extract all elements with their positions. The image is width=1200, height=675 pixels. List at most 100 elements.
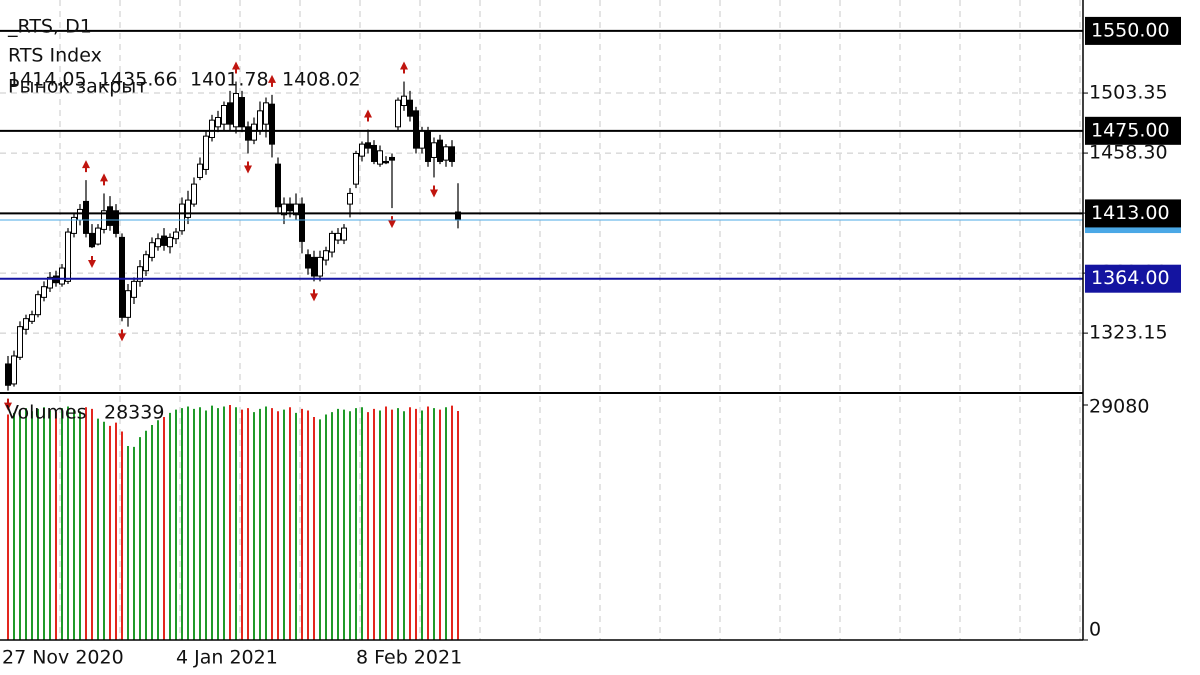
candle-body — [131, 280, 137, 298]
level-label-box — [1085, 264, 1181, 293]
candle-body — [149, 242, 155, 258]
fractal-down — [430, 185, 438, 198]
volume-title: Volumes — [6, 402, 87, 424]
level-label: 1413.00 — [1091, 202, 1170, 224]
candle-body — [311, 256, 317, 277]
candle-body — [209, 119, 215, 138]
candle-body — [137, 266, 143, 282]
candle-body — [221, 105, 227, 125]
candle-body — [239, 97, 245, 128]
candle-body — [407, 99, 413, 117]
candle-body — [47, 276, 53, 289]
candle-body — [449, 146, 455, 162]
candle-body — [23, 318, 29, 330]
candle-body — [419, 130, 425, 149]
fractal-down — [310, 289, 318, 302]
candle-body — [83, 200, 89, 234]
candle-body — [305, 254, 311, 269]
fractal-up — [364, 109, 372, 122]
candle-body — [329, 232, 335, 253]
fractal-up — [100, 173, 108, 186]
y-tick-label: 1323.15 — [1089, 322, 1168, 344]
x-tick-label: 4 Jan 2021 — [176, 647, 278, 669]
candle-body — [383, 160, 389, 164]
candle-body — [299, 203, 305, 242]
candle-body — [89, 232, 95, 248]
candle-body — [29, 314, 35, 322]
candle-body — [359, 143, 365, 157]
candle-body — [365, 142, 371, 149]
candle-body — [413, 110, 419, 149]
fractal-up — [82, 160, 90, 173]
candle-body — [125, 290, 131, 318]
candle-body — [59, 267, 65, 285]
candle-body — [113, 210, 119, 234]
candle-body — [173, 231, 179, 240]
ohlc-open: 1414.05 — [8, 69, 87, 91]
candle-body — [41, 286, 47, 298]
candle-body — [227, 102, 233, 125]
candle-body — [335, 232, 341, 241]
candle-body — [257, 110, 263, 132]
chart-subtitle: RTS Index — [8, 45, 102, 67]
fractal-up — [268, 74, 276, 87]
candle-body — [263, 102, 269, 125]
candle-body — [443, 146, 449, 161]
x-tick-label: 8 Feb 2021 — [356, 647, 462, 669]
volume-tick-label: 29080 — [1089, 396, 1149, 418]
candle-body — [353, 152, 359, 185]
fractal-up — [232, 61, 240, 74]
candle-body — [269, 103, 275, 145]
ohlc-close: 1408.02 — [282, 69, 361, 91]
candle-body — [179, 203, 185, 232]
candle-body — [71, 216, 77, 234]
level-label-box — [1085, 116, 1181, 145]
candle-body — [95, 227, 101, 245]
candle-body — [155, 238, 161, 248]
candle-body — [347, 192, 353, 205]
candle-body — [65, 231, 71, 282]
candle-body — [323, 250, 329, 261]
candle-body — [401, 95, 407, 107]
candle-body — [371, 144, 377, 162]
candle-body — [17, 326, 23, 358]
y-tick-label: 1458.30 — [1089, 142, 1168, 164]
volume-tick-label: 0 — [1089, 619, 1101, 641]
fractal-up — [400, 61, 408, 74]
candle-body — [203, 135, 209, 170]
candle-body — [431, 142, 437, 158]
candle-body — [185, 199, 191, 218]
candle-body — [377, 150, 383, 165]
fractal-down — [244, 161, 252, 174]
level-label: 1364.00 — [1091, 267, 1170, 289]
ohlc-low: 1401.78 — [190, 69, 269, 91]
candle-body — [281, 203, 287, 216]
candle-body — [107, 206, 113, 226]
candle-body — [395, 99, 401, 128]
candle-body — [287, 203, 293, 212]
level-label-box — [1085, 16, 1181, 45]
fractal-down — [388, 216, 396, 229]
candle-body — [341, 227, 347, 241]
y-tick-label: 1503.35 — [1089, 82, 1168, 104]
candle-body — [119, 236, 125, 318]
fractal-down — [4, 398, 12, 411]
candle-body — [293, 203, 299, 216]
candle-body — [197, 163, 203, 178]
candle-body — [245, 126, 251, 141]
candle-body — [35, 294, 41, 316]
candle-body — [251, 123, 257, 141]
plot: 1503.351458.301413.251368.201323.1529080… — [0, 0, 1181, 669]
candle-body — [317, 256, 323, 277]
chart-title: _RTS, D1 — [7, 16, 92, 38]
candle-body — [161, 235, 167, 246]
market-status: Рынок закрыт — [8, 76, 147, 98]
fractal-down — [88, 256, 96, 269]
candle-body — [215, 117, 221, 128]
candle-body — [275, 163, 281, 208]
volume-current: 28339 — [104, 402, 164, 424]
candle-body — [437, 139, 443, 162]
candle-body — [5, 363, 11, 386]
